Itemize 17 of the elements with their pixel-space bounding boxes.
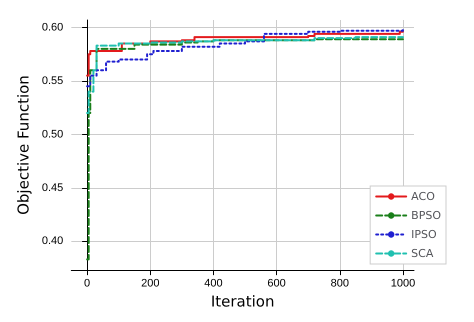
legend-label: BPSO	[411, 209, 442, 222]
y-tick-label: 0.40	[42, 235, 64, 248]
x-tick-label: 800	[330, 278, 349, 290]
legend-label: ACO	[411, 190, 436, 203]
x-tick-label: 1000	[390, 278, 416, 290]
x-tick-label: 0	[84, 278, 90, 290]
x-tick-label: 600	[267, 278, 286, 290]
x-axis-title: Iteration	[210, 292, 274, 310]
x-tick-label: 400	[204, 278, 223, 290]
y-axis-title: Objective Function	[14, 75, 32, 215]
y-tick-label: 0.60	[42, 21, 64, 34]
y-tick-label: 0.50	[42, 128, 64, 140]
y-tick-label: 0.45	[42, 182, 64, 194]
x-tick-label: 200	[141, 278, 160, 290]
legend-label: IPSO	[411, 228, 438, 241]
legend-label: SCA	[411, 247, 434, 260]
y-tick-label: 0.55	[42, 74, 64, 87]
